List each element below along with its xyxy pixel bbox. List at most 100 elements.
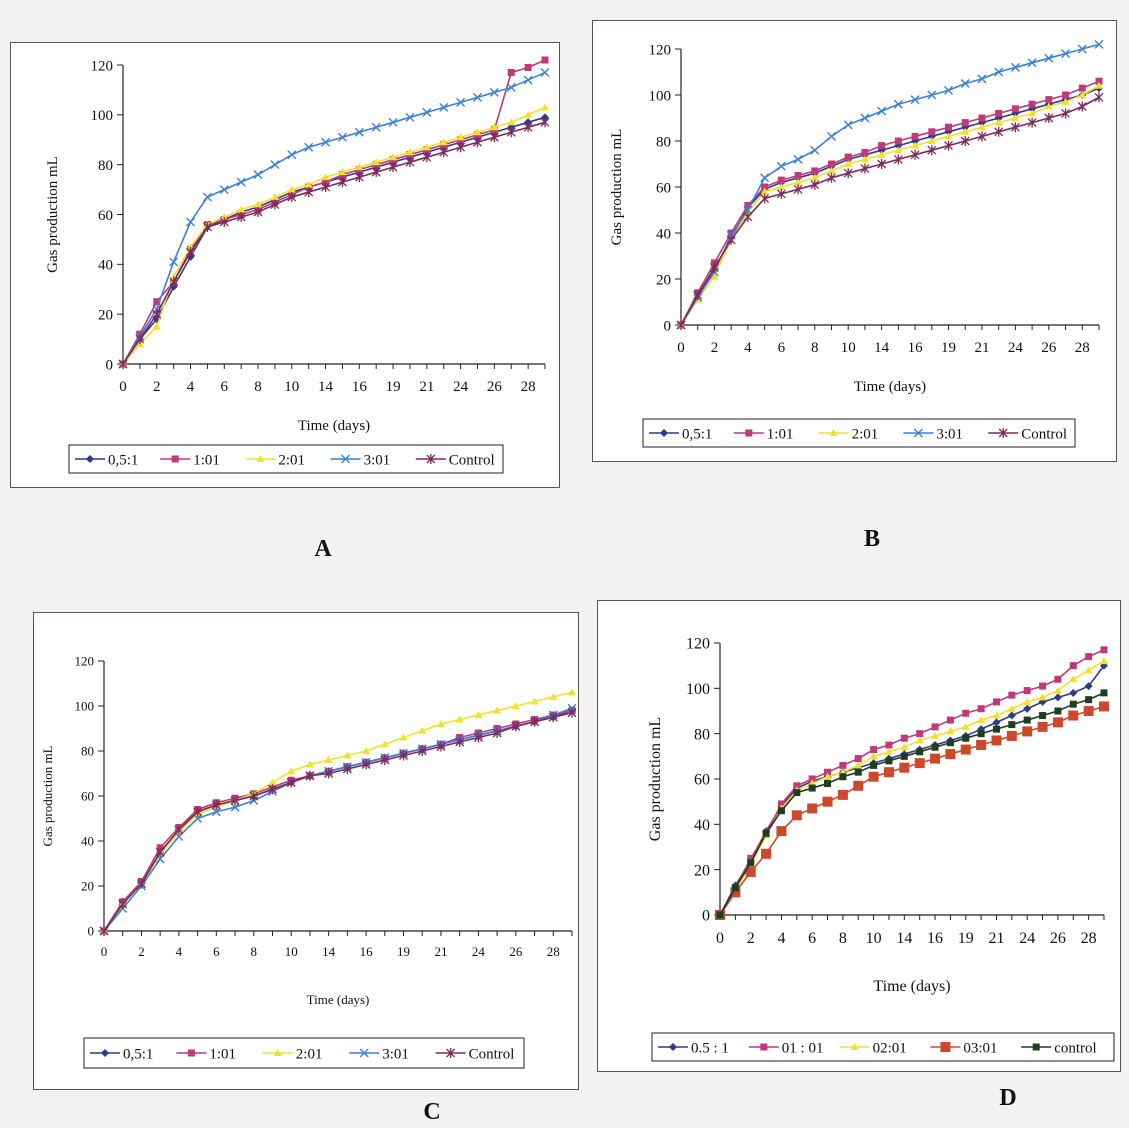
data-point xyxy=(193,814,203,823)
y-tick-label: 100 xyxy=(91,108,114,124)
chart-c-series-1 xyxy=(100,707,576,935)
data-point xyxy=(220,212,229,220)
data-point xyxy=(1044,53,1054,63)
data-point xyxy=(321,173,330,181)
data-point xyxy=(371,122,381,132)
chart-a-series-2 xyxy=(119,103,549,367)
x-tick-label: 4 xyxy=(176,944,183,959)
data-point xyxy=(761,848,772,859)
x-tick-label: 8 xyxy=(254,379,261,395)
data-point xyxy=(305,760,314,768)
data-point xyxy=(777,800,785,808)
data-point xyxy=(927,137,936,144)
data-point xyxy=(793,184,803,195)
data-point xyxy=(186,217,196,227)
x-tick-label: 14 xyxy=(322,944,336,959)
data-point xyxy=(893,154,903,165)
x-tick-label: 6 xyxy=(221,379,229,395)
data-point xyxy=(991,735,1002,746)
data-point xyxy=(399,750,408,761)
legend-label: 01 : 01 xyxy=(782,1040,824,1056)
y-tick-label: 60 xyxy=(81,789,94,804)
data-point xyxy=(860,113,870,123)
x-tick-label: 4 xyxy=(187,379,195,395)
data-point xyxy=(910,95,920,105)
data-point xyxy=(893,99,903,109)
data-point xyxy=(1077,101,1087,112)
chart-d-series-4 xyxy=(716,689,1108,919)
data-point xyxy=(270,193,279,201)
data-point xyxy=(992,711,1001,719)
data-point xyxy=(507,68,515,76)
x-tick-label: 14 xyxy=(896,930,912,947)
data-point xyxy=(1083,706,1094,716)
data-point xyxy=(899,762,910,773)
data-point xyxy=(523,122,533,133)
data-point xyxy=(853,780,864,791)
y-tick-label: 40 xyxy=(694,817,710,834)
data-point xyxy=(474,711,483,718)
x-tick-label: 16 xyxy=(927,930,943,947)
data-point xyxy=(568,688,576,696)
data-point xyxy=(709,262,719,273)
chart-c-series-4 xyxy=(99,707,577,936)
legend-label: 3:01 xyxy=(364,452,391,468)
data-point xyxy=(249,791,259,801)
y-tick-label: 0 xyxy=(106,357,114,373)
data-point xyxy=(810,145,820,155)
data-point xyxy=(731,884,739,892)
data-point xyxy=(455,715,464,723)
data-point xyxy=(676,320,686,330)
data-point xyxy=(254,200,263,208)
x-tick-label: 2 xyxy=(138,944,145,959)
data-point xyxy=(868,771,879,782)
data-point xyxy=(777,183,786,190)
series-line xyxy=(103,709,573,932)
data-point xyxy=(268,784,277,795)
y-tick-label: 80 xyxy=(656,134,671,150)
legend-marker xyxy=(998,428,1008,438)
series-line xyxy=(103,709,573,932)
data-point xyxy=(337,177,347,188)
data-point xyxy=(1078,91,1087,98)
x-tick-label: 28 xyxy=(547,944,560,959)
data-point xyxy=(253,170,263,180)
data-point xyxy=(911,141,920,149)
data-point xyxy=(1085,696,1093,704)
data-point xyxy=(1061,97,1070,105)
data-point xyxy=(827,166,836,174)
data-point xyxy=(270,199,280,210)
x-tick-label: 0 xyxy=(119,379,127,395)
y-tick-label: 0 xyxy=(88,924,95,939)
data-point xyxy=(304,180,313,188)
chart-b-series-3 xyxy=(676,39,1104,330)
data-point xyxy=(1023,704,1032,713)
data-point xyxy=(1023,697,1032,705)
data-point xyxy=(946,716,954,724)
chart-d-legend: 0.5 : 1 01 : 01 02:01 03:01 control xyxy=(651,1032,1115,1062)
x-tick-label: 4 xyxy=(744,340,752,356)
data-point xyxy=(844,160,853,167)
x-tick-label: 19 xyxy=(958,930,974,947)
x-tick-label: 28 xyxy=(1075,340,1090,356)
data-point xyxy=(523,75,533,85)
y-tick-label: 100 xyxy=(686,681,710,698)
data-point xyxy=(1084,666,1093,674)
y-axis-label: Gas production mL xyxy=(40,745,55,846)
data-point xyxy=(507,118,516,126)
y-tick-label: 120 xyxy=(686,636,710,653)
data-point xyxy=(791,810,802,821)
data-point xyxy=(286,777,296,788)
series-line xyxy=(122,116,546,365)
data-point xyxy=(1054,707,1062,715)
data-point xyxy=(761,183,769,191)
data-point xyxy=(743,211,753,222)
x-tick-label: 6 xyxy=(213,944,220,959)
data-point xyxy=(456,133,465,141)
x-tick-label: 16 xyxy=(352,379,368,395)
legend-label: 03:01 xyxy=(963,1040,997,1056)
data-point xyxy=(776,826,787,837)
